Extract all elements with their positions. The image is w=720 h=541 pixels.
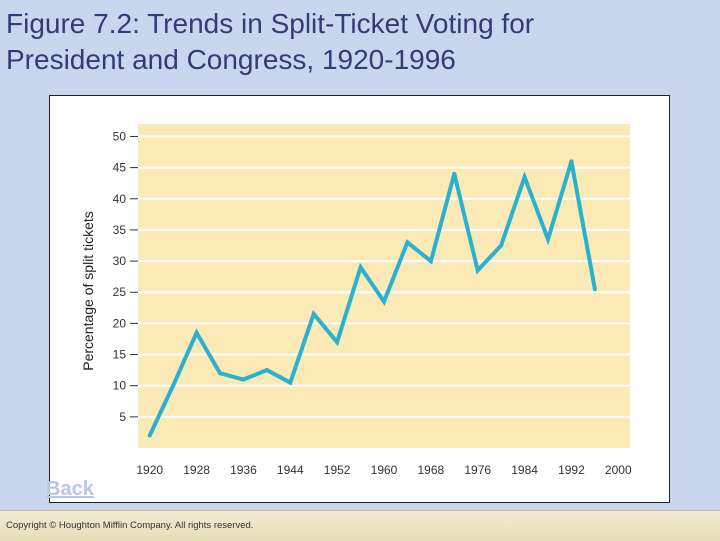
data-point-1968	[428, 259, 433, 264]
y-tick-label-15: 15	[113, 348, 127, 362]
data-point-1992	[569, 159, 574, 164]
y-tick-label-30: 30	[113, 254, 127, 268]
title-line-2: President and Congress, 1920-1996	[6, 44, 456, 75]
data-point-1936	[241, 377, 246, 382]
data-point-1952	[335, 340, 340, 345]
data-point-1976	[475, 268, 480, 273]
x-tick-label-1984: 1984	[511, 463, 538, 477]
data-point-1960	[382, 299, 386, 304]
data-point-1980	[499, 243, 504, 248]
data-point-1988	[546, 237, 550, 242]
data-point-1944	[288, 380, 293, 385]
data-point-1948	[311, 312, 316, 317]
data-point-1956	[358, 265, 363, 270]
y-tick-label-20: 20	[113, 316, 127, 330]
x-tick-label-1920: 1920	[136, 463, 163, 477]
data-point-1924	[171, 383, 176, 388]
y-tick-label-25: 25	[113, 285, 127, 299]
y-tick-label-50: 50	[113, 129, 127, 143]
y-tick-label-5: 5	[119, 410, 126, 424]
plot-area	[138, 124, 630, 448]
data-point-1996	[592, 287, 597, 292]
data-point-1984	[522, 174, 527, 179]
data-point-1932	[218, 371, 222, 376]
data-point-1928	[194, 330, 199, 335]
data-point-1940	[264, 368, 269, 373]
back-link[interactable]: Back	[46, 478, 94, 500]
data-point-1964	[405, 240, 410, 245]
y-tick-label-35: 35	[113, 223, 127, 237]
line-chart: 5 10 15 20 25 30 35 40 45 50 1920 1928 1936 1944 1952 1…	[80, 124, 632, 477]
x-tick-label-1976: 1976	[464, 463, 491, 477]
x-tick-label-1968: 1968	[418, 463, 445, 477]
y-tick-label-45: 45	[113, 161, 127, 175]
y-axis-label: Percentage of split tickets	[80, 211, 96, 371]
series-line-0	[147, 160, 597, 437]
x-tick-label-1936: 1936	[230, 463, 257, 477]
footer-bar: Copyright © Houghton Mifflin Company. Al…	[0, 510, 720, 541]
x-tick-label-1944: 1944	[277, 463, 304, 477]
data-point-1972	[452, 171, 457, 176]
x-tick-label-1960: 1960	[371, 463, 398, 477]
figure-frame: 5 10 15 20 25 30 35 40 45 50 1920 1928 1936 1944 1952 1…	[49, 95, 670, 503]
title-line-1: Figure 7.2: Trends in Split-Ticket Votin…	[6, 8, 535, 39]
slide-title: Figure 7.2: Trends in Split-Ticket Votin…	[6, 6, 706, 78]
x-tick-label-1952: 1952	[324, 463, 351, 477]
x-tick-label-2000: 2000	[605, 463, 632, 477]
data-point-1920	[147, 433, 152, 438]
y-tick-label-10: 10	[113, 379, 127, 393]
copyright-text: Copyright © Houghton Mifflin Company. Al…	[6, 520, 254, 531]
x-tick-label-1992: 1992	[558, 463, 585, 477]
x-tick-label-1928: 1928	[183, 463, 210, 477]
y-tick-label-40: 40	[113, 192, 127, 206]
